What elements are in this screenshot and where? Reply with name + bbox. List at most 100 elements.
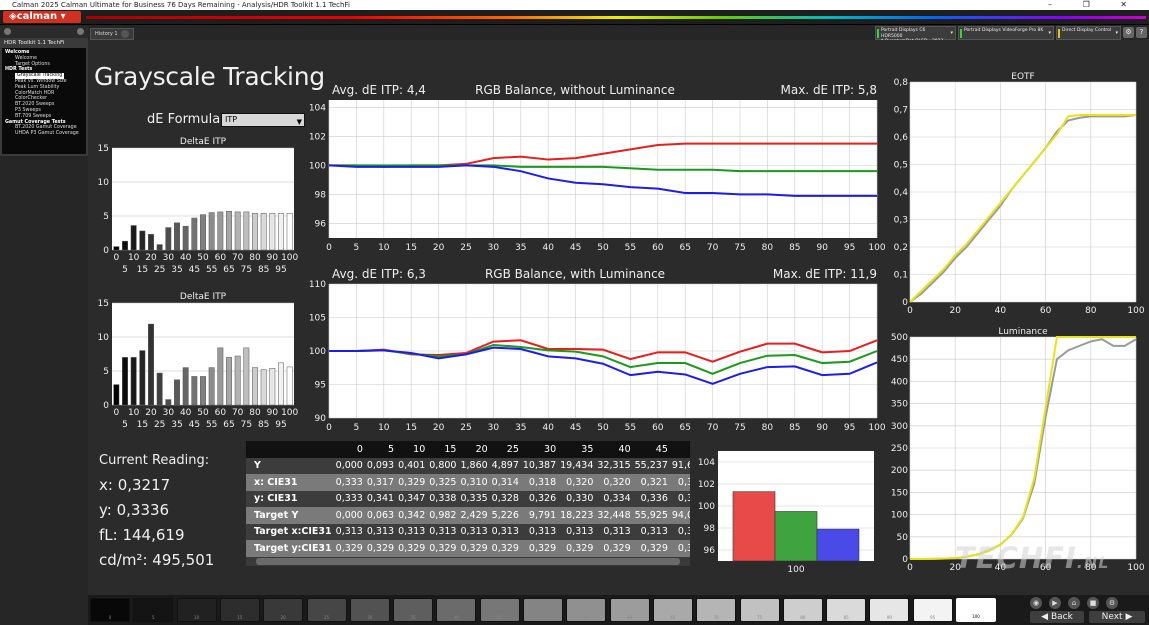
x-tick-label: 55	[625, 243, 636, 253]
y-tick-label: 90	[315, 414, 327, 424]
rgb-bar	[816, 528, 860, 562]
x-tick-label: 20	[433, 243, 445, 253]
window-title: Calman 2025 Calman Ultimate for Business…	[12, 1, 350, 9]
sidebar-collapse-icon[interactable]	[77, 28, 84, 35]
de-formula-select[interactable]: ITP ▼	[221, 113, 305, 127]
pattern-swatch[interactable]: 35	[393, 598, 434, 622]
sidebar-item[interactable]: Grayscale Tracking	[5, 73, 83, 79]
sidebar-item[interactable]: ColorChecker	[5, 96, 83, 102]
pattern-swatch-label: 75	[756, 615, 763, 620]
pattern-swatch-bar: 0 5 10 15 20 25 30 35 40 45 50 55 60 65 70 75 80 85 90 95 10…	[88, 595, 1149, 625]
pattern-swatch[interactable]: 0	[90, 598, 130, 622]
sidebar-item[interactable]: HDR Tests	[5, 67, 83, 73]
home-icon[interactable]: ⌂	[1068, 597, 1080, 609]
pattern-swatch[interactable]: 25	[306, 598, 347, 622]
x-tick-label: 0	[326, 423, 332, 433]
table-row-label: x: CIE31	[254, 476, 298, 488]
table-scrollbar[interactable]	[246, 557, 690, 566]
deltae-bar	[208, 367, 215, 406]
table-cell: 0,314	[491, 476, 519, 488]
luminance-chart: Luminance 0 50 100 150 200 250 300 350 400 450 500 0…	[891, 327, 1145, 573]
x-tick-label: 75	[734, 243, 745, 253]
device-selector-meter[interactable]: Portrait Displays C6 HDR5000 * QuantumDo…	[875, 26, 956, 44]
deltae-bar	[226, 357, 232, 406]
pattern-swatch[interactable]: 40	[436, 598, 477, 622]
y-tick-label: 110	[309, 280, 326, 290]
pattern-swatch[interactable]: 55	[566, 598, 607, 622]
table-header-cell: 25	[506, 443, 519, 455]
close-tab-icon[interactable]	[120, 29, 129, 38]
pattern-swatch-label: 50	[540, 615, 546, 620]
sidebar-item[interactable]: BT.2020 Gamut Coverage	[5, 125, 83, 131]
pattern-swatch[interactable]: 30	[349, 598, 390, 622]
deltae-bar	[243, 347, 250, 406]
watermark-suffix: .NL	[1076, 553, 1110, 572]
sidebar-item[interactable]: Welcome	[5, 50, 83, 56]
sidebar-item[interactable]: Gamut Coverage Tests	[5, 120, 83, 126]
sidebar-item[interactable]: BT.709 Sweeps	[5, 114, 83, 120]
x-tick-label: 40	[995, 306, 1007, 316]
pattern-swatch[interactable]: 10	[176, 598, 217, 622]
help-icon[interactable]: ?	[1136, 27, 1147, 38]
pattern-swatch[interactable]: 85	[826, 598, 867, 622]
table-cell: 0,329	[366, 542, 395, 554]
table-cell: 0,335	[460, 493, 488, 505]
pattern-swatch[interactable]: 65	[652, 598, 693, 622]
x-tick-label: 70	[232, 253, 244, 263]
table-row: y: CIE31 0,333 0,341 0,347 0,338 0,335 0,328 0,…	[246, 490, 690, 507]
x-tick-label: 10	[378, 243, 390, 253]
sidebar-item[interactable]: BT.2020 Sweeps	[5, 102, 83, 108]
stop-icon[interactable]: ■	[1087, 597, 1099, 609]
play-icon[interactable]: ▶	[1049, 597, 1061, 609]
x-tick-label: 25	[460, 423, 471, 433]
tab-history[interactable]: History 1	[90, 28, 134, 40]
rgb-bar	[732, 491, 776, 562]
pattern-swatch[interactable]: 90	[869, 598, 910, 622]
deltae-bar	[260, 369, 267, 406]
table-cell: 0,318	[528, 476, 557, 488]
pattern-swatch[interactable]: 45	[479, 598, 520, 622]
pattern-swatch[interactable]: 50	[523, 598, 563, 622]
next-button[interactable]: Next ▶	[1089, 611, 1145, 623]
sidebar-item[interactable]: Peak Lum Stability	[5, 85, 83, 91]
pattern-swatch[interactable]: 80	[782, 598, 823, 622]
pattern-swatch[interactable]: 15	[219, 598, 260, 622]
settings-gear-icon[interactable]: ⚙	[1123, 27, 1134, 38]
y-tick-label: 150	[891, 488, 908, 498]
table-cell: 4,897	[491, 460, 519, 472]
back-button[interactable]: ◀ Back	[1030, 611, 1084, 623]
sidebar-item[interactable]: Peak vs. Window Size	[5, 79, 83, 85]
window-controls[interactable]: – ❐ ✕	[1048, 0, 1141, 9]
pattern-swatch[interactable]: 70	[696, 598, 737, 622]
deltae-bar	[156, 372, 163, 406]
pattern-swatch[interactable]: 60	[609, 598, 650, 622]
scrollbar-thumb[interactable]	[256, 558, 680, 565]
record-icon[interactable]: ◉	[1030, 597, 1042, 609]
y-tick-label: 100	[309, 347, 326, 357]
table-cell: 0,000	[335, 509, 363, 521]
sidebar-item[interactable]: UHDA P3 Gamut Coverage	[5, 131, 83, 137]
pattern-swatch[interactable]: 5	[133, 598, 174, 622]
table-cell: 0,317	[366, 476, 395, 488]
table-row: Target y:CIE31 0,329 0,329 0,329 0,329 0,329 0…	[246, 540, 690, 557]
device-selector-pattern[interactable]: Portrait Displays VideoForge Pro 8K ▾	[958, 26, 1054, 40]
sidebar-back-icon[interactable]	[4, 28, 11, 35]
device-selector-display[interactable]: Direct Display Control ▾	[1056, 26, 1121, 40]
pattern-swatch-label: 0	[108, 615, 112, 620]
sidebar-item-label: ColorMatch HDR	[15, 90, 55, 96]
table-header-cell: 50	[672, 441, 690, 458]
sidebar-item[interactable]: Target Options	[5, 62, 83, 68]
pattern-swatch[interactable]: 95	[912, 598, 953, 622]
avg-de-label: Avg. dE ITP: 4,4	[332, 83, 426, 97]
pattern-swatch[interactable]: 75	[739, 598, 780, 622]
techfi-watermark: TECHFI.NL	[955, 541, 1109, 575]
sidebar-item[interactable]: ColorMatch HDR	[5, 91, 83, 97]
pattern-swatch[interactable]: 100	[956, 598, 996, 622]
pattern-swatch[interactable]: 20	[263, 598, 304, 622]
sidebar-item[interactable]: Welcome	[5, 56, 83, 62]
sidebar-item[interactable]: P3 Sweeps	[5, 108, 83, 114]
table-cell: 0,329	[566, 542, 594, 554]
chart-title: Luminance	[998, 327, 1048, 337]
calman-logo-button[interactable]: ◈calman ▾	[3, 11, 81, 23]
options-icon[interactable]: ⚙	[1106, 597, 1118, 609]
